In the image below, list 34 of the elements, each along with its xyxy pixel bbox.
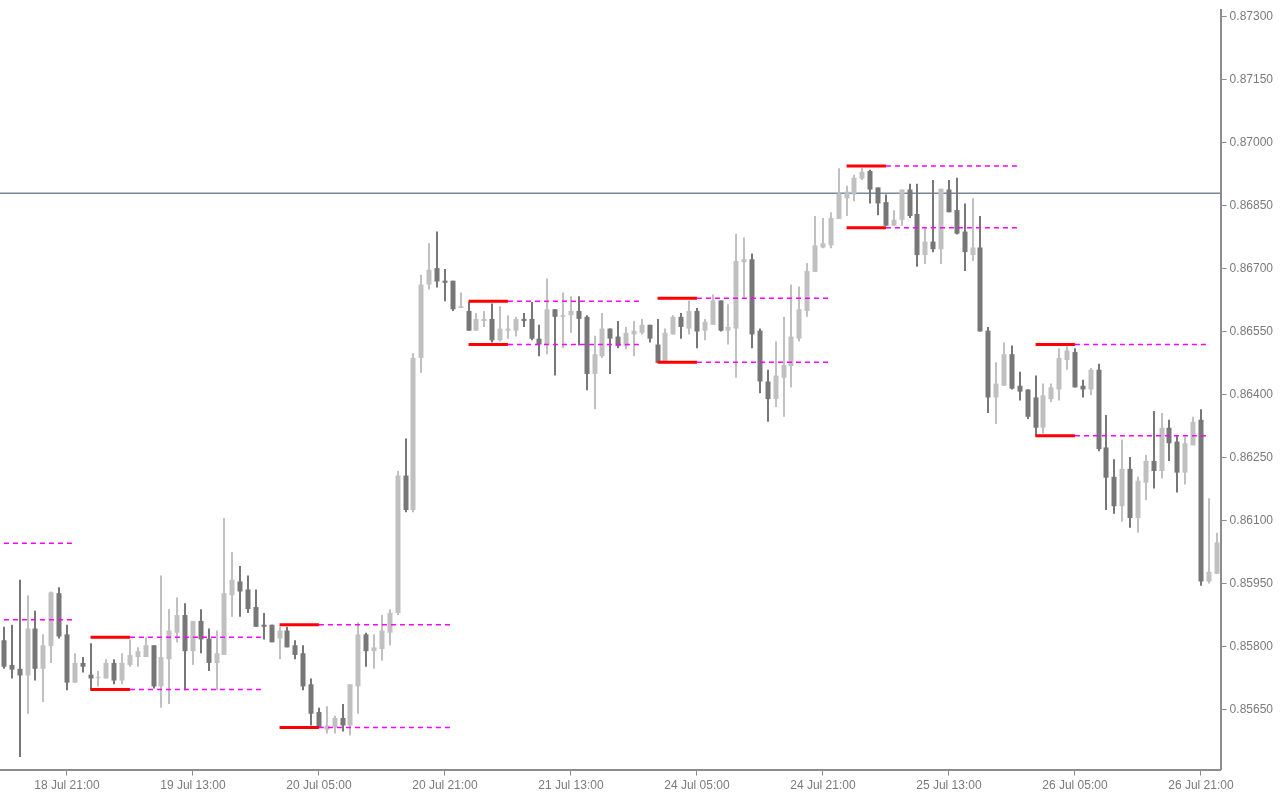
x-tick-label: 24 Jul 05:00	[664, 778, 730, 793]
candlestick	[725, 304, 731, 345]
y-tick-label: 0.86400	[1229, 386, 1274, 401]
y-tick-label: 0.85800	[1229, 638, 1274, 653]
candlestick	[17, 579, 23, 757]
y-tick-label: 0.86100	[1229, 512, 1274, 527]
y-tick-label: 0.87300	[1229, 8, 1274, 23]
y-tick-label: 0.86850	[1229, 197, 1274, 212]
x-tick-label: 19 Jul 13:00	[160, 778, 226, 793]
candlestick	[261, 612, 267, 640]
y-tick-label: 0.85950	[1229, 575, 1274, 590]
y-tick-label: 0.85650	[1229, 701, 1274, 716]
candlestick	[95, 670, 101, 687]
candlestick	[371, 634, 377, 669]
x-tick-label: 26 Jul 05:00	[1042, 778, 1108, 793]
y-tick-label: 0.87150	[1229, 71, 1274, 86]
x-tick-label: 25 Jul 13:00	[916, 778, 982, 793]
x-tick-label: 21 Jul 13:00	[538, 778, 604, 793]
candlestick	[560, 292, 566, 349]
candlestick	[970, 198, 976, 261]
x-tick-label: 20 Jul 05:00	[286, 778, 352, 793]
y-tick-label: 0.87000	[1229, 134, 1274, 149]
x-tick-label: 24 Jul 21:00	[790, 778, 856, 793]
candlestick	[442, 268, 448, 302]
candlestick	[1206, 498, 1212, 584]
candlestick	[505, 315, 511, 339]
y-tick-label: 0.86250	[1229, 449, 1274, 464]
y-tick-label: 0.86550	[1229, 323, 1274, 338]
candlestick	[741, 237, 747, 298]
x-tick-label: 20 Jul 21:00	[412, 778, 478, 793]
y-tick-label: 0.86700	[1229, 260, 1274, 275]
x-tick-label: 18 Jul 21:00	[34, 778, 100, 793]
candlestick	[458, 292, 464, 308]
x-tick-label: 26 Jul 21:00	[1168, 778, 1234, 793]
